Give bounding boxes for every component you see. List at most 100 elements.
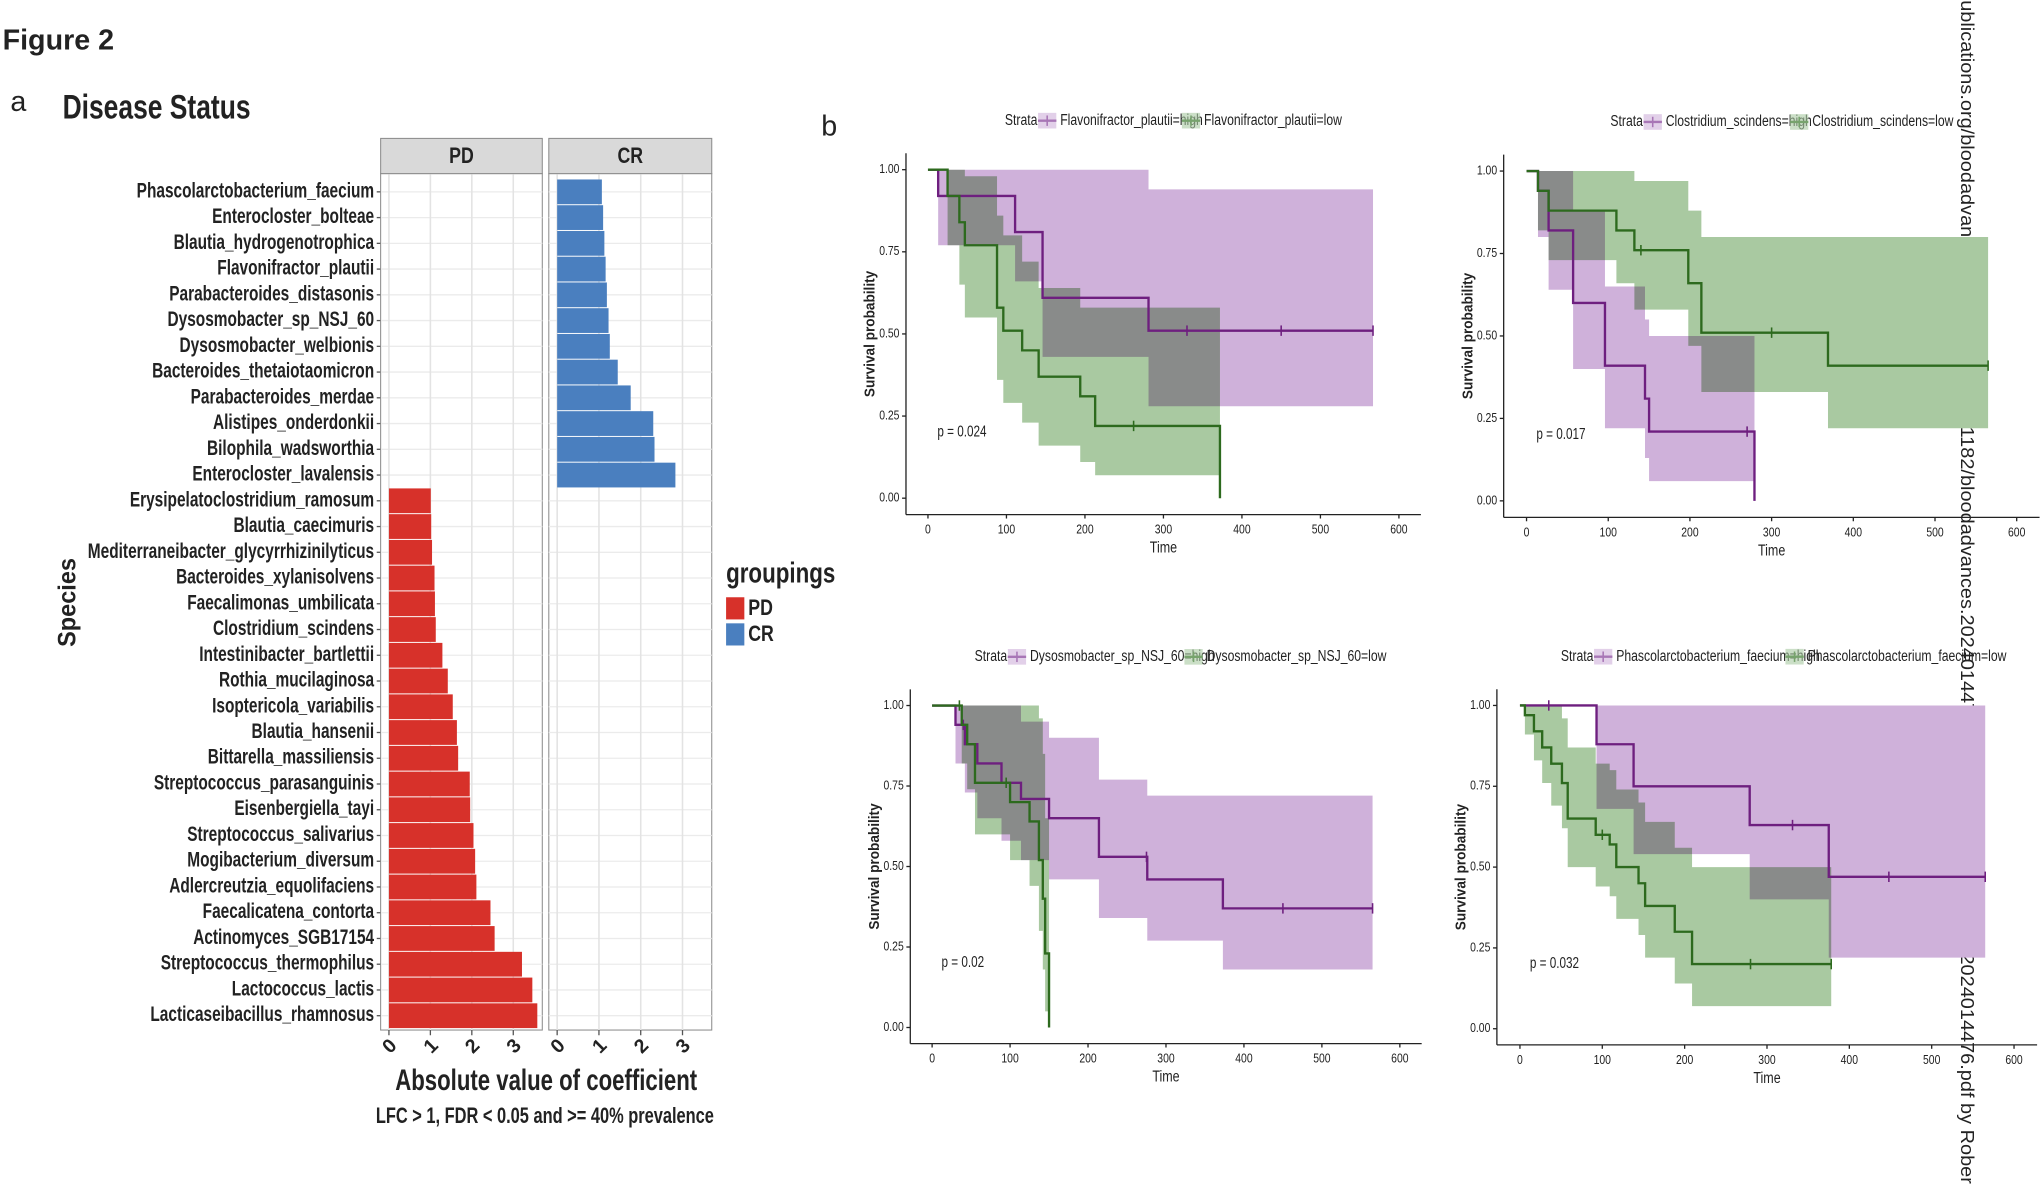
x-tick-label: 600 [1390, 522, 1407, 537]
x-tick-label: 500 [1313, 1051, 1330, 1066]
y-tick-label: 0.50 [879, 325, 899, 340]
confidence-band [927, 169, 1374, 407]
bar [388, 694, 453, 720]
confidence-band [1519, 705, 1986, 958]
y-axis-label: Survival probability [867, 803, 883, 929]
y-tick-label: Adlercreutzia_equolifaciens [169, 874, 374, 897]
bar [557, 385, 631, 411]
survival-curve [932, 704, 1051, 1028]
y-tick-label: 0.25 [879, 408, 899, 423]
x-tick-label: 1 [420, 1035, 443, 1058]
bar [388, 591, 435, 617]
bar [388, 745, 459, 771]
y-tick-label: 0.00 [1470, 1020, 1490, 1035]
bar [388, 900, 491, 926]
y-tick-label: Streptococcus_parasanguinis [154, 771, 374, 794]
legend-title: Strata [975, 648, 1008, 665]
y-tick-label: Flavonifractor_plautii [217, 257, 374, 280]
x-tick-label: 0 [1524, 524, 1530, 539]
plot-layer [1526, 169, 1989, 501]
bar [388, 1003, 538, 1029]
x-tick-label: 600 [2005, 1052, 2022, 1067]
x-tick-label: 2 [461, 1035, 484, 1058]
plot-layer [927, 168, 1374, 499]
y-axis-label: Survival probability [1453, 804, 1469, 930]
survival-curve [932, 704, 1373, 910]
legend-title: groupings [726, 558, 835, 590]
bar [557, 436, 655, 462]
y-tick-label: Isoptericola_variabilis [212, 694, 374, 717]
figure-title: Figure 2 [3, 25, 114, 57]
legend-swatch-band [1038, 112, 1057, 129]
y-tick-label: 0.75 [879, 243, 899, 258]
y-tick-label: Streptococcus_thermophilus [161, 952, 374, 975]
x-tick-label: 200 [1681, 524, 1698, 539]
legend: Strata Dysosmobacter_sp_NSJ_60=highDysosm… [975, 648, 1387, 665]
bar [388, 771, 470, 797]
x-tick-label: 3 [502, 1035, 525, 1058]
chart-title: Disease Status [63, 89, 251, 127]
legend-title: Strata [1561, 648, 1594, 665]
x-axis-label: Absolute value of coefficient [395, 1064, 697, 1097]
survival-curve [1519, 704, 1832, 966]
survival-curve [927, 168, 1374, 332]
x-tick-label: 300 [1155, 522, 1172, 537]
confidence-band [932, 705, 1050, 1028]
y-tick-label: 0.25 [1477, 410, 1497, 425]
y-tick-label: Blautia_hansenii [252, 720, 375, 743]
facet-label: PD [449, 143, 474, 168]
legend-label: Clostridium_scindens=low [1812, 113, 1954, 130]
x-tick-label: 100 [1001, 1051, 1018, 1066]
y-tick-label: 0.75 [1470, 778, 1490, 793]
x-tick-label: 100 [1600, 524, 1617, 539]
plot-layer [1519, 700, 1986, 1007]
y-tick-label: 0.00 [879, 490, 899, 505]
bar [388, 642, 443, 668]
bar [388, 926, 495, 951]
y-tick-label: Dysosmobacter_sp_NSJ_60 [167, 308, 374, 331]
bar [557, 359, 618, 385]
x-tick-label: 0 [546, 1035, 569, 1058]
x-tick-label: 100 [998, 522, 1015, 537]
legend-label: Phascolarctobacterium_faecium=high [1616, 648, 1820, 665]
bar [388, 565, 435, 591]
bar [388, 874, 477, 900]
bar [388, 668, 448, 694]
legend-swatch [726, 597, 745, 620]
p-value: p = 0.017 [1536, 426, 1585, 443]
y-tick-label: Lactococcus_lactis [232, 977, 374, 1000]
facet-strip [548, 137, 713, 175]
y-tick-label: Actinomyces_SGB17154 [193, 926, 374, 949]
p-value: p = 0.032 [1530, 955, 1579, 972]
bar [388, 720, 457, 745]
y-tick-label: 0.25 [1470, 939, 1490, 954]
y-tick-label: Lacticaseibacillus_rhamnosus [150, 1003, 374, 1026]
y-tick-label: Dysosmobacter_welbionis [180, 334, 375, 357]
legend-swatch-band [1643, 114, 1662, 130]
x-tick-label: 1 [588, 1035, 611, 1058]
p-value: p = 0.02 [941, 954, 984, 971]
bar [388, 514, 432, 539]
y-tick-label: 0.50 [883, 858, 903, 873]
legend-swatch-band [1007, 649, 1027, 665]
y-tick-label: 0.50 [1477, 327, 1497, 342]
bar [557, 333, 610, 359]
y-axis-label: Species [55, 558, 82, 647]
y-tick-label: Blautia_caecimuris [234, 514, 375, 537]
x-tick-label: 200 [1079, 1051, 1096, 1066]
x-axis-label: Time [1152, 1069, 1179, 1086]
confidence-band [1519, 705, 1832, 1007]
x-axis-label: Time [1150, 540, 1177, 557]
y-tick-label: Bittarella_massiliensis [208, 746, 374, 769]
x-tick-label: 400 [1233, 522, 1250, 537]
y-tick-label: 1.00 [1477, 162, 1497, 177]
legend-label: Dysosmobacter_sp_NSJ_60=high [1030, 648, 1215, 665]
x-tick-label: 500 [1926, 524, 1943, 539]
y-tick-label: 0.75 [1477, 245, 1497, 260]
y-tick-label: Erysipelatoclostridium_ramosum [130, 488, 374, 511]
legend-swatch-band [1181, 112, 1201, 129]
legend: Strata Phascolarctobacterium_faecium=high… [1561, 648, 2007, 665]
p-value: p = 0.024 [937, 424, 986, 441]
y-tick-label: Enterocloster_bolteae [212, 205, 374, 228]
legend-label: Flavonifractor_plautii=high [1060, 112, 1203, 129]
